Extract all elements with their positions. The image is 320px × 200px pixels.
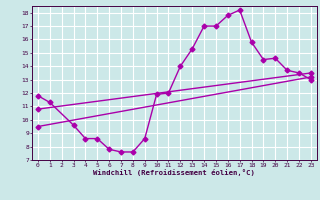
X-axis label: Windchill (Refroidissement éolien,°C): Windchill (Refroidissement éolien,°C) [93,169,255,176]
